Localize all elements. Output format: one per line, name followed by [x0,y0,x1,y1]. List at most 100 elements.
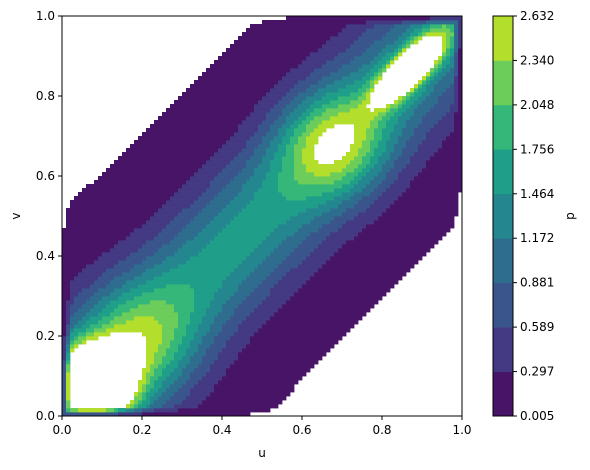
contour-cell [130,224,135,229]
contour-cell [102,296,107,301]
contour-cell [210,76,215,81]
contour-cell [246,240,251,245]
contour-cell [174,220,179,225]
contour-cell [210,248,215,253]
contour-cell [158,172,163,177]
contour-cell [318,112,323,117]
contour-cell [114,408,119,413]
contour-cell [246,148,251,153]
contour-cell [154,380,159,385]
contour-cell [314,136,319,141]
contour-cell [302,108,307,113]
contour-cell [202,224,207,229]
contour-cell [274,268,279,273]
contour-cell [86,208,91,213]
contour-cell [258,396,263,401]
contour-cell [274,36,279,41]
contour-cell [266,220,271,225]
contour-cell [90,312,95,317]
contour-cell [278,260,283,265]
contour-cell [106,272,111,277]
contour-cell [210,200,215,205]
contour-cell [122,276,127,281]
contour-cell [294,336,299,341]
contour-cell [222,88,227,93]
contour-cell [182,168,187,173]
contour-cell [74,208,79,213]
contour-cell [70,264,75,269]
contour-cell [250,344,255,349]
contour-cell [218,124,223,129]
contour-cell [198,376,203,381]
contour-cell [274,52,279,57]
contour-cell [110,248,115,253]
contour-cell [246,156,251,161]
contour-cell [226,216,231,221]
contour-cell [290,92,295,97]
contour-cell [194,196,199,201]
contour-cell [322,124,327,129]
contour-cell [86,220,91,225]
contour-cell [206,200,211,205]
contour-cell [134,204,139,209]
contour-cell [234,236,239,241]
contour-cell [182,92,187,97]
contour-cell [282,36,287,41]
contour-cell [182,260,187,265]
contour-cell [258,404,263,409]
contour-cell [138,268,143,273]
contour-cell [246,28,251,33]
contour-cell [186,196,191,201]
contour-cell [166,180,171,185]
contour-cell [226,72,231,77]
contour-cell [214,340,219,345]
contour-cell [62,344,67,349]
contour-cell [114,188,119,193]
contour-cell [122,152,127,157]
contour-cell [194,232,199,237]
contour-cell [86,236,91,241]
contour-cell [262,332,267,337]
contour-cell [246,52,251,57]
contour-cell [274,300,279,305]
contour-cell [170,152,175,157]
contour-cell [246,60,251,65]
contour-cell [230,80,235,85]
contour-cell [294,56,299,61]
contour-cell [118,156,123,161]
contour-cell [234,284,239,289]
contour-cell [186,156,191,161]
contour-cell [302,84,307,89]
contour-cell [158,300,163,305]
contour-cell [146,136,151,141]
contour-cell [126,296,131,301]
contour-cell [210,68,215,73]
contour-cell [270,184,275,189]
contour-cell [282,364,287,369]
contour-cell [154,172,159,177]
contour-cell [162,140,167,145]
contour-cell [90,244,95,249]
contour-cell [310,60,315,65]
contour-cell [102,188,107,193]
contour-cell [302,308,307,313]
contour-cell [234,308,239,313]
contour-cell [262,340,267,345]
contour-cell [266,236,271,241]
contour-cell [166,296,171,301]
contour-cell [242,72,247,77]
contour-cell [238,104,243,109]
contour-cell [258,24,263,29]
contour-cell [102,216,107,221]
contour-cell [306,256,311,261]
contour-cell [190,116,195,121]
contour-cell [226,292,231,297]
contour-cell [326,192,331,197]
contour-cell [130,284,135,289]
contour-cell [278,340,283,345]
contour-cell [110,256,115,261]
contour-cell [226,184,231,189]
contour-cell [258,276,263,281]
contour-cell [202,216,207,221]
contour-cell [302,36,307,41]
